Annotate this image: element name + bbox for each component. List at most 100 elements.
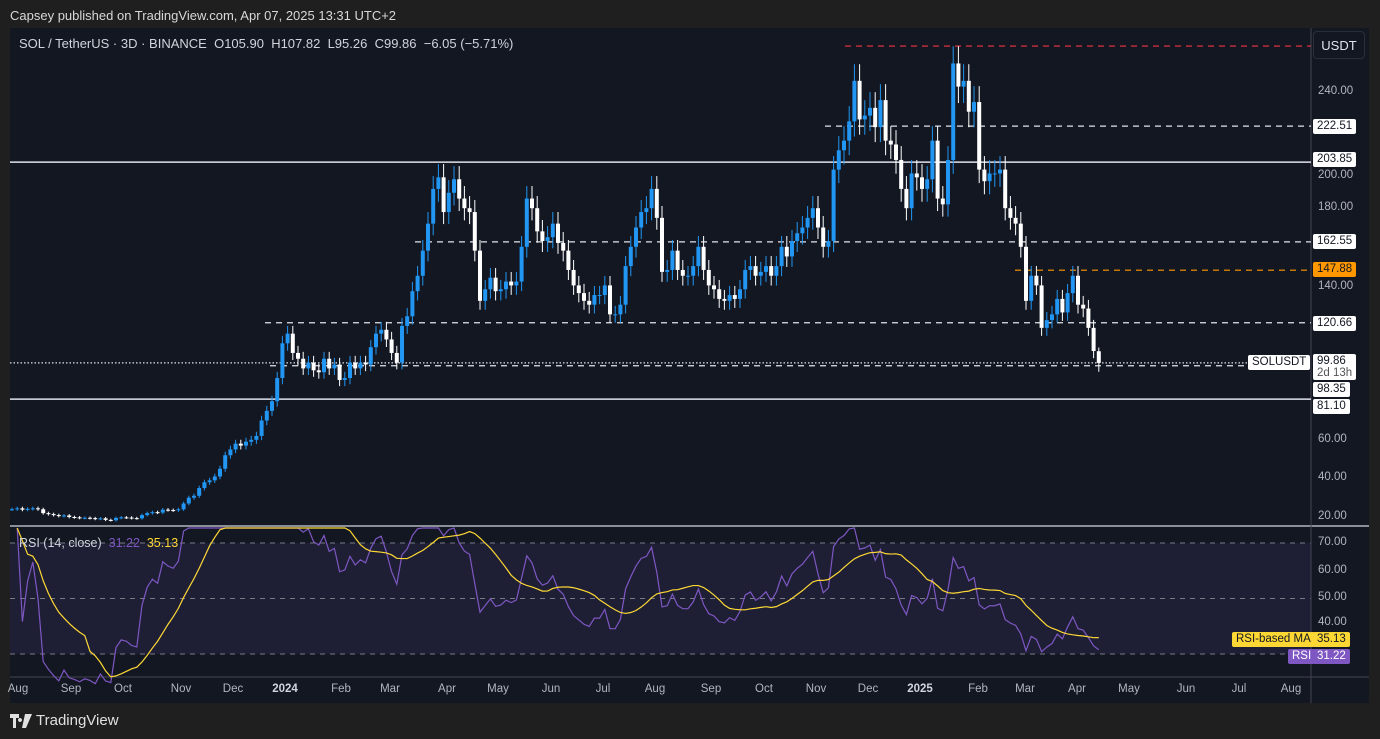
candle-body — [124, 517, 129, 519]
candle-body — [998, 169, 1002, 174]
candle-body — [249, 439, 254, 442]
candle-body — [1070, 275, 1075, 294]
candle-body — [717, 289, 722, 299]
level-label-222: 222.51 — [1313, 119, 1357, 134]
candle-body — [602, 285, 607, 296]
ohlc-change: −6.05 (−5.71%) — [423, 36, 514, 51]
candle-body — [1018, 223, 1023, 247]
candle-body — [504, 281, 508, 290]
candle-body — [914, 173, 919, 178]
candle-body — [337, 364, 342, 380]
candle-body — [1039, 285, 1044, 328]
price-chart[interactable] — [10, 28, 1369, 703]
candle-body — [836, 150, 841, 170]
candle-body — [1086, 308, 1091, 328]
candle-body — [831, 169, 836, 242]
candle-body — [1060, 298, 1065, 313]
candle-body — [795, 233, 800, 242]
candle-body — [98, 518, 103, 520]
candle-body — [244, 441, 248, 446]
candle-body — [160, 509, 165, 513]
time-axis-label: 2024 — [272, 683, 298, 695]
candle-body — [935, 140, 940, 199]
candle-body — [238, 443, 243, 446]
candle-body — [597, 295, 602, 297]
symbol-name[interactable]: SOL / TetherUS · 3D · BINANCE — [19, 36, 207, 51]
rsi-value-label: 31.22 — [1313, 649, 1350, 664]
candle-body — [56, 515, 61, 517]
candle-body — [738, 289, 742, 299]
rsi-ma-value-label: 35.13 — [1313, 632, 1350, 647]
time-axis-label: Dec — [222, 683, 244, 695]
candle-body — [649, 188, 654, 209]
ohlc-open: O105.90 — [214, 36, 264, 51]
candle-body — [379, 329, 384, 334]
candle-body — [493, 277, 498, 292]
candle-body — [883, 100, 888, 141]
ohlc-high: H107.82 — [271, 36, 321, 51]
time-axis-label: Mar — [380, 683, 400, 695]
symbol-legend: SOL / TetherUS · 3D · BINANCE O105.90 H1… — [19, 36, 513, 51]
candle-body — [368, 347, 373, 365]
candle-body — [155, 512, 160, 514]
candle-body — [566, 250, 571, 270]
candle-body — [556, 223, 560, 243]
candle-body — [1055, 298, 1060, 315]
candle-body — [961, 80, 966, 87]
candle-body — [488, 277, 493, 290]
candle-body — [639, 212, 644, 228]
candle-body — [904, 188, 909, 209]
candle-body — [270, 401, 274, 411]
time-axis-label: Feb — [968, 683, 988, 695]
candle-body — [67, 515, 72, 517]
candle-body — [748, 266, 753, 270]
candle-body — [582, 293, 586, 301]
candle-body — [311, 362, 316, 371]
candle-body — [1034, 275, 1039, 286]
time-axis-label: Jul — [1231, 683, 1247, 695]
candle-body — [706, 269, 711, 286]
candle-body — [810, 208, 815, 218]
candle-body — [670, 250, 675, 270]
candle-body — [842, 140, 846, 151]
candle-body — [415, 275, 420, 292]
level-label-203: 203.85 — [1313, 152, 1357, 167]
candle-body — [446, 192, 451, 213]
rsi-legend-ma: 35.13 — [146, 536, 179, 550]
level-label-120: 120.66 — [1313, 316, 1357, 331]
candle-body — [1096, 351, 1101, 363]
chart-panel[interactable]: SOL / TetherUS · 3D · BINANCE O105.90 H1… — [8, 28, 1369, 703]
candle-body — [290, 333, 295, 353]
candle-body — [228, 449, 233, 456]
rsi-name-label: RSI — [1288, 649, 1316, 664]
candle-body — [790, 241, 794, 257]
currency-button[interactable]: USDT — [1313, 31, 1365, 59]
candle-body — [571, 269, 576, 286]
candle-body — [1065, 293, 1070, 313]
candle-body — [212, 476, 217, 481]
candle-body — [930, 140, 935, 180]
candle-body — [769, 266, 774, 276]
candle-body — [987, 173, 992, 182]
price-tick: 240.00 — [1318, 85, 1354, 97]
rsi-tick: 70.00 — [1318, 536, 1347, 548]
candle-body — [498, 289, 503, 292]
candle-body — [77, 517, 82, 519]
candle-body — [608, 285, 612, 315]
candle-body — [218, 468, 222, 477]
price-tick: 140.00 — [1318, 280, 1354, 292]
candle-body — [618, 304, 623, 315]
candle-body — [322, 358, 326, 373]
candle-body — [1081, 304, 1086, 309]
candle-body — [966, 80, 971, 112]
candle-body — [353, 362, 358, 369]
rsi-legend-value: 31.22 — [108, 536, 140, 550]
candle-body — [722, 298, 727, 301]
rsi-indicator-name[interactable]: RSI (14, close) — [19, 536, 102, 550]
candle-body — [665, 269, 670, 272]
candle-body — [701, 246, 706, 270]
time-axis-label: May — [1118, 683, 1140, 695]
time-axis-label: Jun — [1176, 683, 1196, 695]
rsi-tick: 50.00 — [1318, 591, 1347, 603]
candle-body — [145, 513, 150, 516]
